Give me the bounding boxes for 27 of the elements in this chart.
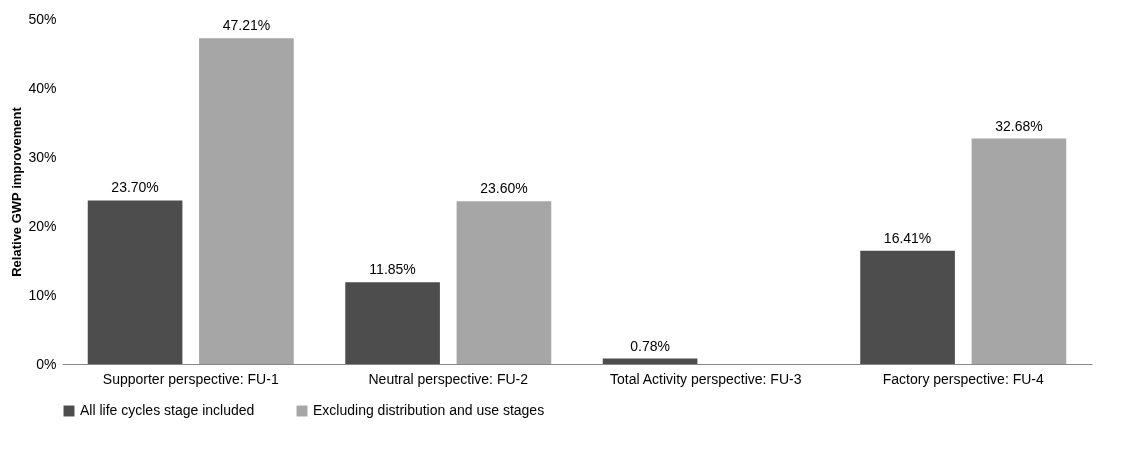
y-tick-label: 0%: [36, 355, 57, 372]
legend-label: Excluding distribution and use stages: [313, 402, 545, 418]
y-tick-label: 30%: [28, 148, 57, 165]
bar: [456, 201, 552, 364]
bar: [345, 282, 440, 364]
y-axis-title: Relative GWP improvement: [9, 106, 25, 277]
data-label: 0.78%: [630, 337, 670, 354]
data-label: 16.41%: [883, 229, 932, 246]
data-label: 32.68%: [995, 117, 1043, 134]
data-label: 23.70%: [111, 179, 159, 196]
y-tick-label: 10%: [28, 286, 57, 303]
x-tick-label: Neutral perspective: FU-2: [368, 370, 529, 387]
x-tick-label: Supporter perspective: FU-1: [102, 370, 279, 387]
x-tick-label: Total Activity perspective: FU-3: [610, 370, 802, 387]
bar: [87, 200, 183, 364]
data-label: 23.60%: [480, 180, 528, 197]
y-tick-label: 40%: [28, 79, 57, 96]
legend-label: All life cycles stage included: [80, 402, 255, 418]
bar: [602, 358, 698, 364]
y-tick-label: 20%: [28, 217, 57, 234]
data-label: 11.85%: [369, 261, 416, 278]
bar: [199, 38, 294, 364]
bar: [860, 250, 955, 364]
y-tick-label: 50%: [28, 10, 57, 27]
data-label: 47.21%: [222, 17, 271, 34]
x-tick-label: Factory perspective: FU-4: [882, 370, 1044, 387]
bar: [971, 138, 1067, 364]
